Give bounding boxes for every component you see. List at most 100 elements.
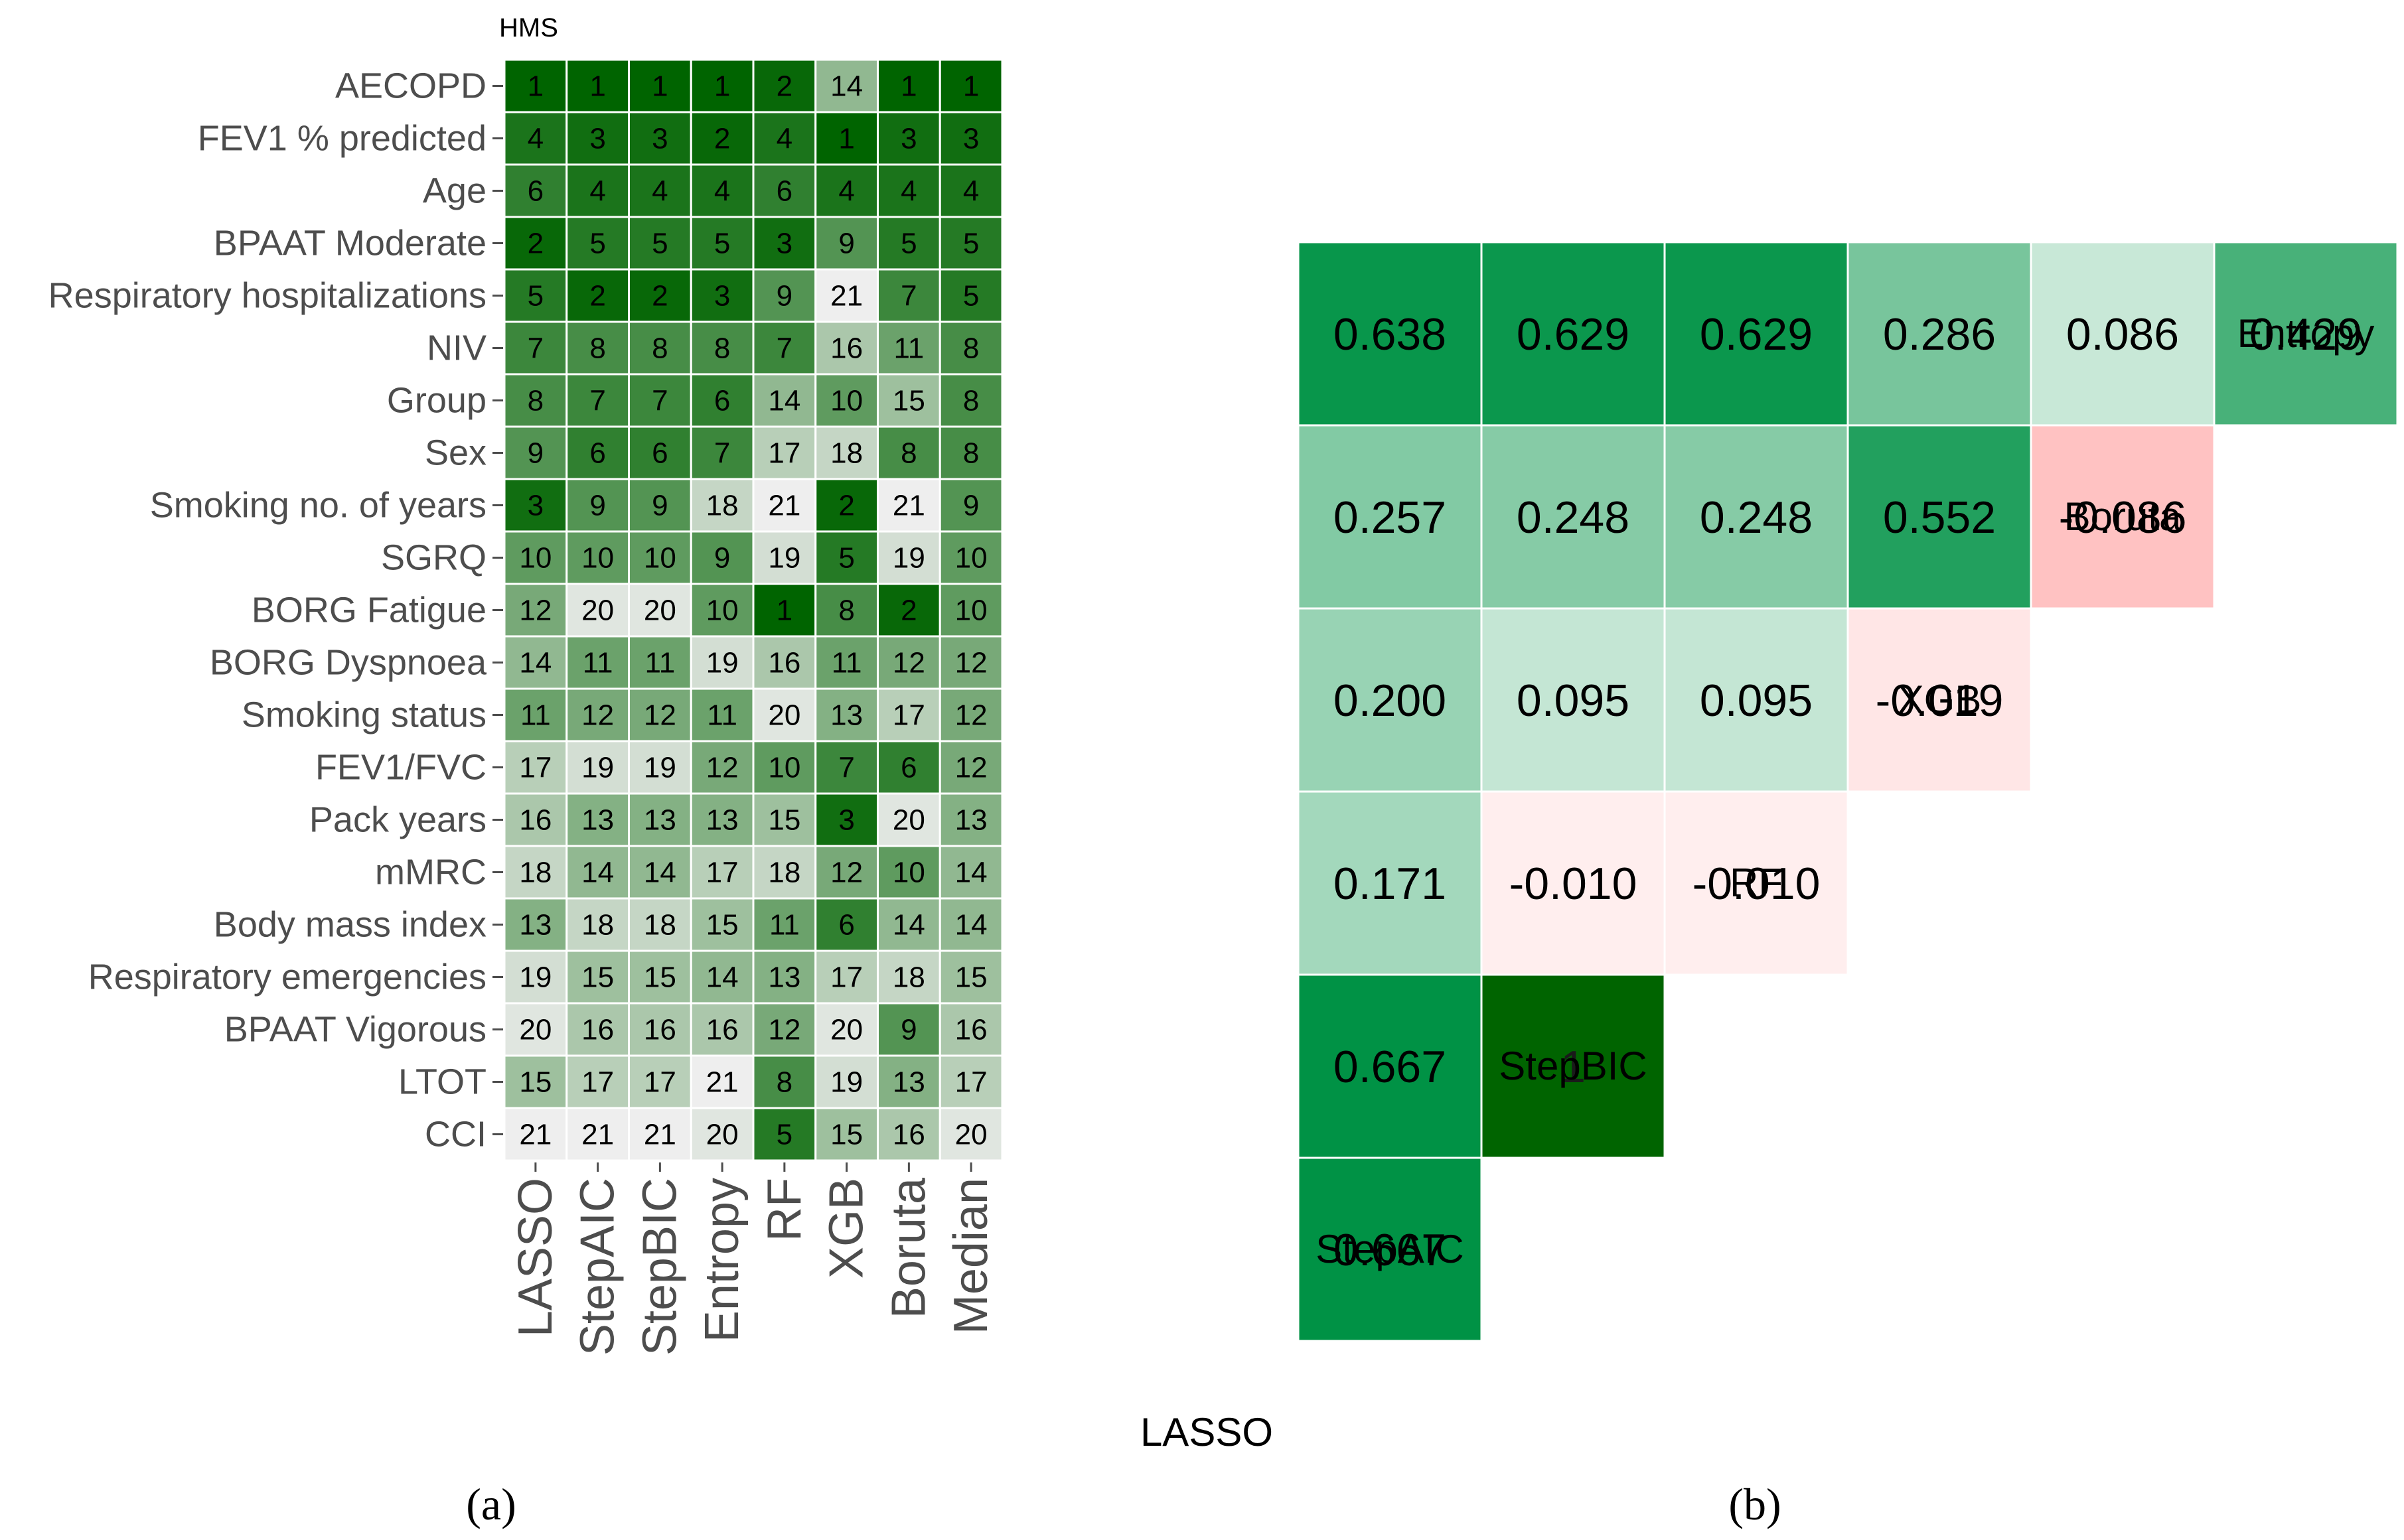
heatmap-cell-value: 4: [963, 175, 979, 208]
correlation-cell: [1297, 241, 1483, 427]
row-label-aecopd: AECOPD: [335, 66, 487, 106]
heatmap-cell-value: 9: [528, 437, 544, 470]
heatmap-cell-value: 5: [777, 1119, 792, 1151]
heatmap-cell-value: 9: [714, 542, 730, 575]
row-label-bpaat-moderate: BPAAT Moderate: [214, 224, 487, 263]
heatmap-cell: [939, 163, 1004, 218]
heatmap-cell-value: 12: [955, 752, 988, 784]
heatmap-cell-value: 6: [901, 752, 917, 784]
correlation-value: 0.629: [1517, 309, 1629, 360]
heatmap-cell-value: 10: [581, 542, 614, 575]
heatmap-cell-value: 20: [830, 1014, 863, 1046]
heatmap-cell: [565, 792, 630, 847]
heatmap-cell-value: 17: [768, 437, 800, 470]
heatmap-cell-value: 16: [706, 1014, 739, 1046]
correlation-cell: [2030, 424, 2216, 610]
row-label-body-mass-index: Body mass index: [214, 905, 487, 945]
heatmap-cell: [565, 58, 630, 113]
heatmap-cell-value: 9: [838, 228, 854, 260]
correlation-value: 0.095: [1700, 675, 1813, 726]
heatmap-cell-value: 13: [519, 909, 552, 942]
heatmap-cell: [628, 897, 692, 952]
heatmap-cell-value: 10: [644, 542, 676, 575]
heatmap-cell-value: 16: [581, 1014, 614, 1046]
heatmap-cell-value: 11: [707, 699, 737, 732]
heatmap-cell: [690, 58, 755, 113]
heatmap-cell-value: 16: [768, 647, 800, 679]
heatmap-cell-value: 4: [528, 123, 544, 155]
heatmap-cell-value: 7: [901, 280, 917, 313]
heatmap-cell: [628, 216, 692, 271]
heatmap-cell: [690, 1107, 755, 1162]
correlation-value: 0.667: [1333, 1225, 1446, 1275]
heatmap-cell-value: 14: [706, 961, 739, 994]
heatmap-cell-value: 21: [893, 490, 925, 522]
heatmap-cell-value: 2: [901, 595, 917, 627]
heatmap-cell: [939, 373, 1004, 428]
correlation-label-xgb: XGB: [1898, 677, 1982, 722]
row-label-mmrc: mMRC: [375, 853, 487, 892]
heatmap-cell-value: 1: [589, 70, 605, 103]
row-label-sex: Sex: [425, 433, 487, 473]
heatmap-cell: [690, 897, 755, 952]
heatmap-cell-value: 12: [893, 647, 925, 679]
row-label-respiratory-emergencies: Respiratory emergencies: [88, 957, 487, 997]
heatmap-cell: [565, 268, 630, 323]
heatmap-cell-value: 1: [838, 123, 854, 155]
heatmap-cell-value: 10: [706, 595, 739, 627]
correlation-labels: LASSO StepAIC StepBIC RF XGB Boruta Entropy: [1140, 311, 2374, 1454]
heatmap-cell-value: 15: [893, 385, 925, 417]
correlation-cell: [1846, 424, 2032, 610]
correlation-value: 0.248: [1700, 492, 1813, 543]
heatmap-cell-value: 16: [519, 804, 552, 837]
heatmap-cell-value: 12: [644, 699, 676, 732]
heatmap-cell: [939, 1054, 1004, 1109]
correlation-cell: [2030, 241, 2216, 427]
heatmap-cell: [628, 268, 692, 323]
column-label-stepbic: StepBIC: [633, 1178, 686, 1356]
heatmap-cell: [939, 425, 1004, 480]
heatmap-cell-value: 6: [714, 385, 730, 417]
heatmap-cell-value: 7: [589, 385, 605, 417]
row-label-smoking-no-of-years: Smoking no. of years: [150, 486, 487, 525]
heatmap-cell-value: 5: [652, 228, 668, 260]
heatmap-cell-value: 17: [581, 1066, 614, 1099]
heatmap-column-labels: LASSO StepAIC StepBIC Entropy RF XGB Boruta Med…: [509, 1162, 998, 1356]
heatmap-cell-value: 17: [644, 1066, 676, 1099]
heatmap-cell-value: 17: [893, 699, 925, 732]
heatmap-cell-value: 21: [581, 1119, 614, 1151]
heatmap-cell-value: 13: [893, 1066, 925, 1099]
heatmap-cell-value: 19: [519, 961, 552, 994]
correlation-cell: [1297, 607, 1483, 793]
heatmap-cell-value: 21: [768, 490, 800, 522]
row-label-cci: CCI: [425, 1115, 487, 1155]
heatmap-cell-value: 20: [955, 1119, 988, 1151]
column-label-entropy: Entropy: [696, 1178, 749, 1342]
correlation-cell: [1846, 607, 2032, 793]
heatmap-cell-value: 15: [581, 961, 614, 994]
correlation-value: 0.638: [1333, 309, 1446, 360]
column-label-lasso: LASSO: [509, 1178, 562, 1337]
correlation-value: 0.286: [1883, 309, 1996, 360]
heatmap-cell-value: 12: [955, 699, 988, 732]
heatmap-cell: [939, 897, 1004, 952]
row-label-pack-years: Pack years: [309, 800, 487, 840]
heatmap-cell-value: 8: [838, 595, 854, 627]
heatmap-cell-value: 8: [963, 332, 979, 365]
heatmap-cell-value: 10: [519, 542, 552, 575]
heatmap-cell-value: 3: [589, 123, 605, 155]
heatmap-cell: [877, 635, 941, 690]
heatmap-cell-value: 17: [519, 752, 552, 784]
heatmap-cell-value: 5: [528, 280, 544, 313]
heatmap-cell-value: 17: [955, 1066, 988, 1099]
heatmap-cell-value: 18: [830, 437, 863, 470]
heatmap-cell-value: 21: [644, 1119, 676, 1151]
heatmap-cell-value: 1: [714, 70, 730, 103]
panel-a-rank-heatmap: HMS 1 1 1 1 2 14 1 14 3 3 2 4 1 3 36 4 4 4 6 4 4 42 5 5 5 3 9 5 55 2 2…: [48, 13, 1004, 1529]
heatmap-cell-value: 11: [520, 699, 551, 732]
heatmap-cell-value: 5: [589, 228, 605, 260]
heatmap-cell: [939, 740, 1004, 795]
heatmap-cell-value: 9: [652, 490, 668, 522]
heatmap-cell-value: 14: [830, 70, 863, 103]
heatmap-cell-value: 3: [528, 490, 544, 522]
